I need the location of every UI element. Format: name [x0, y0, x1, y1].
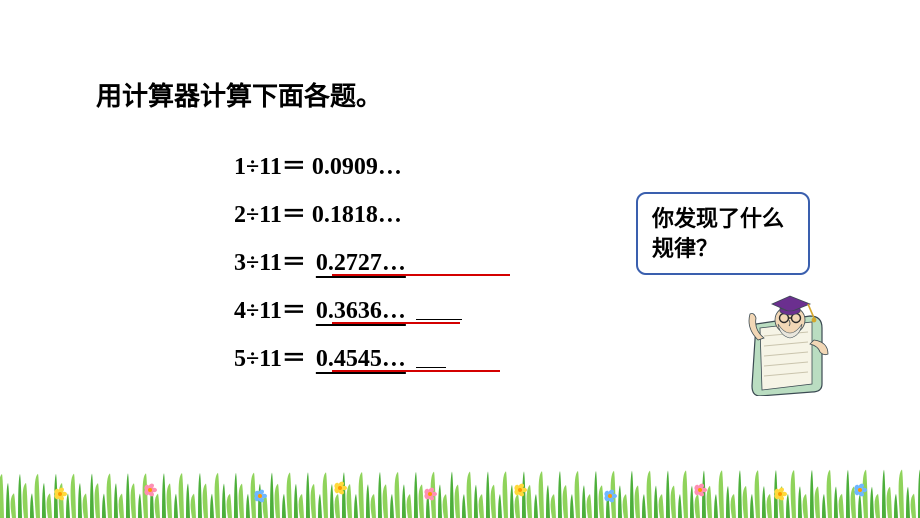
callout-box: 你发现了什么 规律？ [636, 192, 810, 275]
grass-decoration [0, 460, 920, 518]
equation-answer: 0.1818… [312, 202, 402, 229]
blank-trail [416, 367, 446, 368]
red-underline [332, 370, 500, 372]
equation-expression: 3÷11＝ [234, 242, 306, 277]
page-title: 用计算器计算下面各题。 [96, 76, 382, 113]
equation-answer: 0.2727… [312, 250, 410, 277]
equation-expression: 2÷11＝ [234, 194, 306, 229]
equation-row: 5÷11＝0.4545… [234, 338, 446, 373]
callout-line2: 规律？ [652, 234, 794, 264]
equation-answer: 0.0909… [312, 154, 402, 181]
red-underline [332, 274, 510, 276]
equation-expression: 5÷11＝ [234, 338, 306, 373]
equation-expression: 4÷11＝ [234, 290, 306, 325]
equation-answer: 0.3636… [312, 298, 410, 325]
equation-row: 1÷11＝0.0909… [234, 146, 402, 181]
equation-row: 4÷11＝0.3636… [234, 290, 462, 325]
red-underline [332, 322, 460, 324]
book-character-icon [744, 284, 836, 401]
equation-row: 2÷11＝0.1818… [234, 194, 402, 229]
callout-line1: 你发现了什么 [652, 204, 794, 234]
equation-row: 3÷11＝0.2727… [234, 242, 410, 277]
equation-expression: 1÷11＝ [234, 146, 306, 181]
blank-trail [416, 319, 462, 320]
equation-answer: 0.4545… [312, 346, 410, 373]
